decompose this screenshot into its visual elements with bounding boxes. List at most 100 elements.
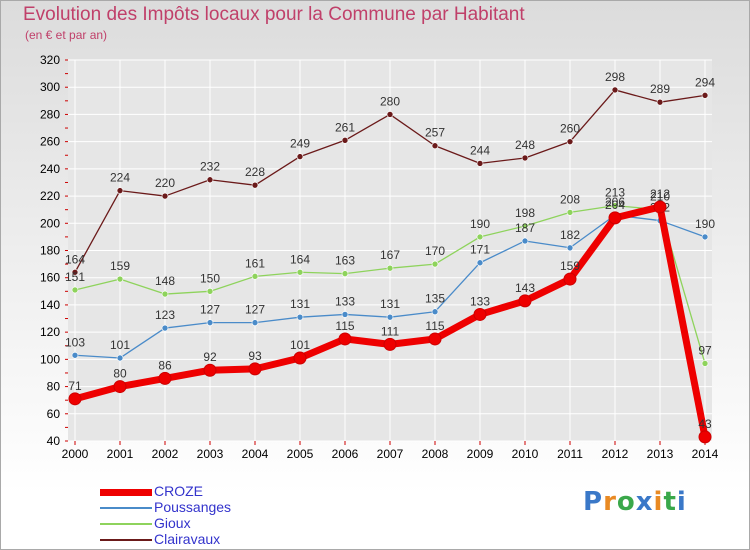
x-tick-label: 2013 [647,447,674,461]
data-point [428,332,442,346]
data-label: 190 [470,217,490,231]
data-point [341,270,349,277]
data-point [248,362,262,376]
data-label: 260 [560,122,580,136]
y-tick-label: 60 [47,407,61,421]
data-label: 212 [650,187,670,201]
data-point [116,275,124,283]
y-tick-label: 100 [40,352,60,366]
logo-letter: i [653,487,664,517]
data-point [698,430,712,444]
data-point [203,363,217,377]
x-tick-label: 2007 [377,447,404,461]
data-point [71,286,79,294]
chart-title: Evolution des Impôts locaux pour la Comm… [23,4,525,25]
data-label: 71 [68,379,82,393]
data-point [71,351,79,359]
legend-label: CROZE [154,483,203,499]
x-tick-label: 2012 [602,447,629,461]
data-point [296,268,304,276]
data-point [71,268,79,276]
data-point [158,371,172,385]
logo-letter: P [583,487,604,517]
data-point [338,332,352,346]
logo-letter: i [676,487,687,517]
data-label: 127 [200,303,220,317]
data-point [656,98,664,106]
data-label: 150 [200,271,220,285]
x-tick-label: 2002 [152,447,179,461]
data-label: 123 [155,308,175,322]
data-label: 187 [515,221,535,235]
x-tick-label: 2009 [467,447,494,461]
data-point [341,311,349,318]
data-point [113,380,127,394]
data-point [296,313,304,321]
data-label: 249 [290,137,310,151]
data-label: 294 [695,75,715,89]
y-tick-label: 120 [40,325,60,339]
logo-letter: x [635,487,654,517]
data-label: 248 [515,138,535,152]
data-point [341,136,349,144]
logo-letter: o [616,487,636,517]
data-point [566,209,574,216]
data-label: 92 [203,350,217,364]
data-point [611,86,619,94]
y-tick-label: 280 [40,107,60,121]
legend-swatch [100,489,152,496]
x-tick-label: 2006 [332,447,359,461]
data-label: 220 [155,176,175,190]
x-tick-label: 2004 [242,447,269,461]
data-point [611,202,619,209]
data-label: 228 [245,165,265,179]
logo-letter: r [603,487,617,517]
x-tick-label: 2003 [197,447,224,461]
data-label: 101 [110,338,130,352]
data-point [563,272,577,286]
data-label: 159 [110,259,130,273]
data-point [701,360,709,367]
chart-subtitle: (en € et par an) [25,28,108,42]
data-label: 131 [380,297,400,311]
x-tick-label: 2008 [422,447,449,461]
data-point [476,233,484,241]
y-tick-label: 80 [47,380,61,394]
data-label: 143 [515,281,535,295]
y-tick-label: 320 [40,53,60,67]
legend-swatch [100,539,152,541]
data-point [608,211,622,225]
data-label: 135 [425,292,445,306]
data-point [293,351,307,365]
data-label: 280 [380,94,400,108]
data-label: 224 [110,171,130,185]
data-point [431,260,439,268]
data-label: 97 [698,343,712,357]
data-label: 161 [245,256,265,270]
data-point [701,233,709,241]
data-point [161,324,169,332]
data-point [116,187,124,194]
y-tick-label: 140 [40,298,60,312]
data-point [518,294,532,308]
data-label: 164 [290,252,310,266]
data-label: 43 [698,417,712,431]
data-point [251,181,259,189]
data-label: 213 [605,186,625,200]
data-label: 261 [335,120,355,134]
data-label: 133 [335,294,355,308]
data-point [521,154,529,162]
data-point [566,244,574,252]
x-tick-label: 2001 [107,447,134,461]
y-tick-label: 160 [40,271,60,285]
data-point [251,273,259,280]
data-label: 148 [155,274,175,288]
data-point [476,259,484,267]
data-label: 210 [650,190,670,204]
data-label: 111 [381,324,400,338]
y-tick-label: 40 [47,434,61,448]
data-label: 163 [335,254,355,268]
data-label: 244 [470,143,490,157]
legend-label: Gioux [154,515,191,531]
